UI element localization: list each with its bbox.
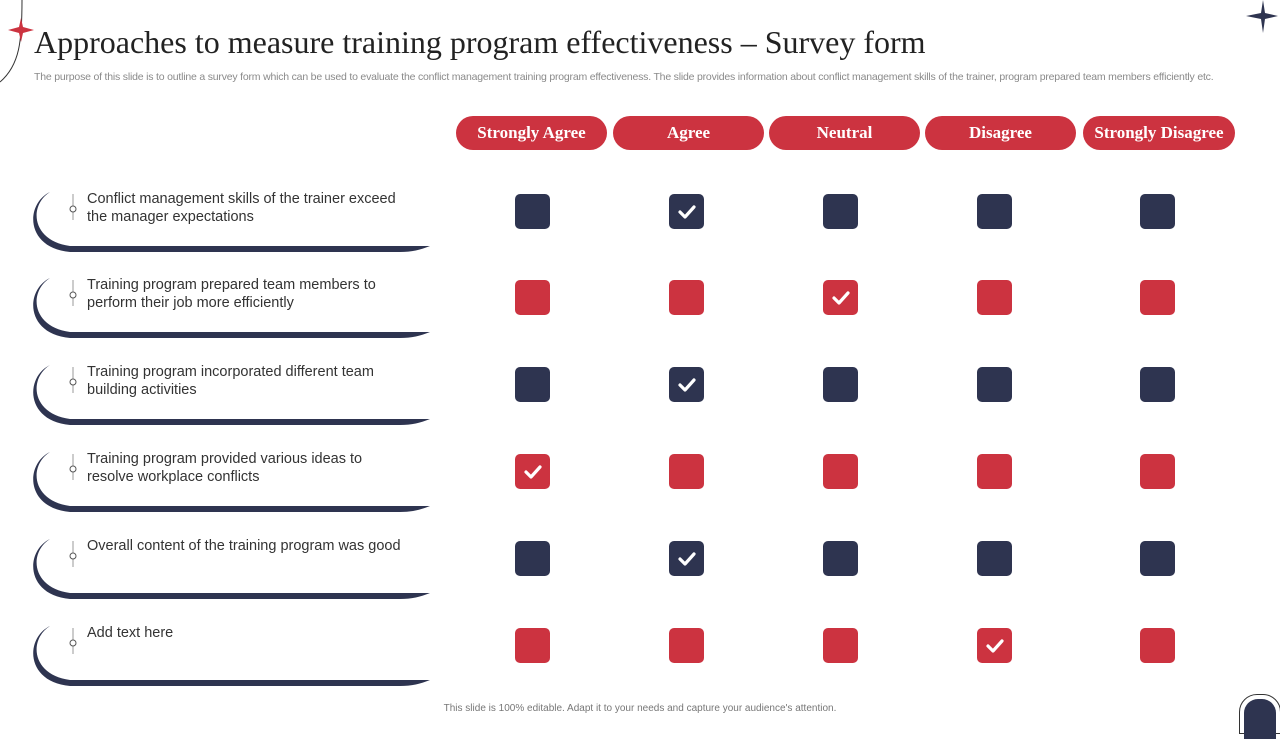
response-checkbox[interactable] [669, 454, 704, 489]
response-checkbox[interactable] [977, 541, 1012, 576]
survey-question-row: Training program prepared team members t… [0, 272, 440, 352]
survey-question-row: Conflict management skills of the traine… [0, 186, 440, 266]
response-checkbox[interactable] [1140, 628, 1175, 663]
response-checkbox[interactable] [669, 280, 704, 315]
star-decoration-icon [0, 0, 34, 83]
row-bracket-shape [33, 626, 431, 686]
response-checkbox[interactable] [1140, 280, 1175, 315]
footer-note: This slide is 100% editable. Adapt it to… [443, 703, 837, 714]
response-checkbox[interactable] [515, 541, 550, 576]
response-checkbox[interactable] [823, 194, 858, 229]
column-header-strongly-disagree: Strongly Disagree [1083, 116, 1235, 150]
survey-question-row: Add text here [0, 620, 440, 700]
column-header-agree: Agree [613, 116, 764, 150]
response-checkbox[interactable] [977, 280, 1012, 315]
response-checkbox[interactable] [823, 454, 858, 489]
response-checkbox[interactable] [669, 194, 704, 229]
question-text: Training program prepared team members t… [87, 277, 376, 311]
response-checkbox[interactable] [977, 367, 1012, 402]
question-text: Add text here [87, 625, 174, 641]
response-checkbox[interactable] [515, 628, 550, 663]
row-bracket-shape [33, 365, 431, 425]
survey-question-row: Overall content of the training program … [0, 533, 440, 613]
response-checkbox[interactable] [823, 628, 858, 663]
corner-tab-decoration [1239, 694, 1280, 739]
response-checkbox[interactable] [515, 280, 550, 315]
response-checkbox[interactable] [669, 628, 704, 663]
checkmark-icon [677, 204, 696, 219]
question-text: Training program incorporated different … [87, 364, 374, 398]
column-header-neutral: Neutral [769, 116, 920, 150]
question-text: Training program provided various ideas … [87, 451, 363, 485]
response-checkbox[interactable] [823, 280, 858, 315]
row-bracket-shape [33, 278, 431, 338]
question-text: Conflict management skills of the traine… [87, 191, 396, 225]
response-checkbox[interactable] [1140, 541, 1175, 576]
checkmark-icon [831, 290, 850, 305]
response-checkbox[interactable] [977, 454, 1012, 489]
response-checkbox[interactable] [515, 194, 550, 229]
column-header-strongly-agree: Strongly Agree [456, 116, 607, 150]
survey-question-row: Training program provided various ideas … [0, 446, 440, 526]
checkmark-icon [523, 464, 542, 479]
response-checkbox[interactable] [977, 628, 1012, 663]
response-checkbox[interactable] [823, 367, 858, 402]
page-title: Approaches to measure training program e… [34, 24, 926, 60]
response-checkbox[interactable] [1140, 454, 1175, 489]
response-checkbox[interactable] [669, 367, 704, 402]
response-checkbox[interactable] [1140, 367, 1175, 402]
question-text: Overall content of the training program … [87, 538, 401, 554]
row-bracket-shape [33, 452, 431, 512]
row-bracket-shape [33, 539, 431, 599]
checkmark-icon [677, 377, 696, 392]
response-checkbox[interactable] [515, 454, 550, 489]
response-checkbox[interactable] [1140, 194, 1175, 229]
response-checkbox[interactable] [977, 194, 1012, 229]
response-checkbox[interactable] [515, 367, 550, 402]
page-subtitle: The purpose of this slide is to outline … [34, 71, 1214, 83]
checkmark-icon [677, 551, 696, 566]
response-checkbox[interactable] [669, 541, 704, 576]
response-checkbox[interactable] [823, 541, 858, 576]
column-header-disagree: Disagree [925, 116, 1076, 150]
survey-question-row: Training program incorporated different … [0, 359, 440, 439]
star-decoration-icon [1246, 0, 1278, 33]
checkmark-icon [985, 638, 1004, 653]
row-bracket-shape [33, 192, 431, 252]
